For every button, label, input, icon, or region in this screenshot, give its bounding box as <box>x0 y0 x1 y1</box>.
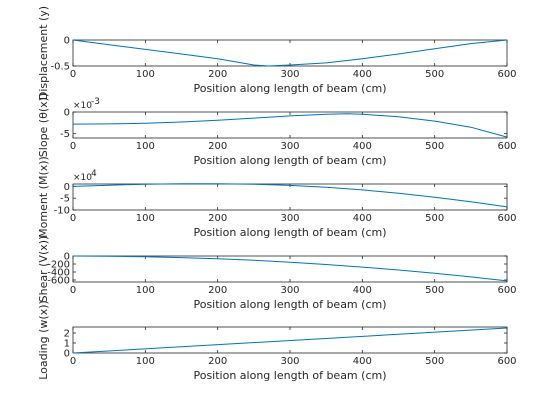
y-tick-label: 0 <box>64 349 70 360</box>
y-tick-label: -5 <box>60 194 70 205</box>
x-tick-label: 600 <box>497 285 516 296</box>
exponent-base: ×10 <box>73 101 92 111</box>
x-axis-label: Position along length of beam (cm) <box>193 82 386 95</box>
exponent-label: ×10 -3 <box>73 97 100 111</box>
x-tick-label: 200 <box>208 285 227 296</box>
y-tick-label: 0 <box>64 108 70 119</box>
x-tick-label: 0 <box>70 141 76 152</box>
exponent-power: 4 <box>91 169 97 179</box>
y-axis-label: Displacement (y) <box>37 6 50 100</box>
x-tick-label: 100 <box>136 69 155 80</box>
y-tick-label: 0 <box>64 36 70 47</box>
x-tick-label: 300 <box>280 141 299 152</box>
exponent-label: ×10 4 <box>73 169 97 183</box>
x-tick-label: 600 <box>497 141 516 152</box>
x-axis-label: Position along length of beam (cm) <box>193 369 386 382</box>
exponent-power: -3 <box>91 97 100 107</box>
x-tick-label: 100 <box>136 141 155 152</box>
y-tick-label: -600 <box>47 276 70 287</box>
x-tick-label: 400 <box>353 285 372 296</box>
subplot-shear-v-x: 0 100 200 300 400 500 6000-200-400-600Position… <box>37 236 517 311</box>
y-tick-label: -0.5 <box>50 62 70 73</box>
x-tick-label: 300 <box>280 356 299 367</box>
x-tick-label: 500 <box>425 285 444 296</box>
x-axis-label: Position along length of beam (cm) <box>193 226 386 239</box>
x-tick-label: 500 <box>425 141 444 152</box>
x-tick-label: 600 <box>497 213 516 224</box>
axes-box <box>73 256 507 282</box>
x-tick-label: 500 <box>425 69 444 80</box>
x-tick-label: 100 <box>136 285 155 296</box>
y-axis-label: Loading (w(x)) <box>37 300 50 380</box>
x-tick-label: 200 <box>208 213 227 224</box>
subplot-moment-m-x: 0 100 200 300 400 500 600 0-5-10 Position along … <box>37 156 517 239</box>
y-axis-label: Slope (θ(x)) <box>37 93 50 157</box>
x-tick-label: 300 <box>280 213 299 224</box>
x-tick-label: 0 <box>70 69 76 80</box>
x-tick-label: 200 <box>208 141 227 152</box>
x-tick-label: 300 <box>280 69 299 80</box>
x-tick-label: 400 <box>353 141 372 152</box>
axes-box <box>73 184 507 210</box>
x-tick-label: 0 <box>70 285 76 296</box>
x-tick-label: 400 <box>353 213 372 224</box>
x-axis-label: Position along length of beam (cm) <box>193 298 386 311</box>
x-tick-label: 500 <box>425 356 444 367</box>
x-tick-label: 200 <box>208 356 227 367</box>
x-tick-label: 0 <box>70 213 76 224</box>
subplot-loading-w-x: 0 100 200 300 400 500 600 210 Position along len… <box>37 300 517 382</box>
x-axis-label: Position along length of beam (cm) <box>193 154 386 167</box>
exponent-base: ×10 <box>73 173 92 183</box>
x-tick-label: 400 <box>353 69 372 80</box>
axes-box <box>73 40 507 66</box>
x-tick-label: 100 <box>136 213 155 224</box>
y-tick-label: -10 <box>54 206 70 217</box>
x-tick-label: 300 <box>280 285 299 296</box>
y-tick-label: -5 <box>60 129 70 140</box>
y-axis-label: Shear (V(x)) <box>37 236 50 303</box>
y-axis-label: Moment (M(x)) <box>37 156 50 238</box>
y-tick-label: 0 <box>64 182 70 193</box>
x-tick-label: 100 <box>136 356 155 367</box>
x-tick-label: 400 <box>353 356 372 367</box>
x-tick-label: 200 <box>208 69 227 80</box>
x-tick-label: 0 <box>70 356 76 367</box>
x-tick-label: 500 <box>425 213 444 224</box>
x-tick-label: 600 <box>497 356 516 367</box>
x-tick-label: 600 <box>497 69 516 80</box>
